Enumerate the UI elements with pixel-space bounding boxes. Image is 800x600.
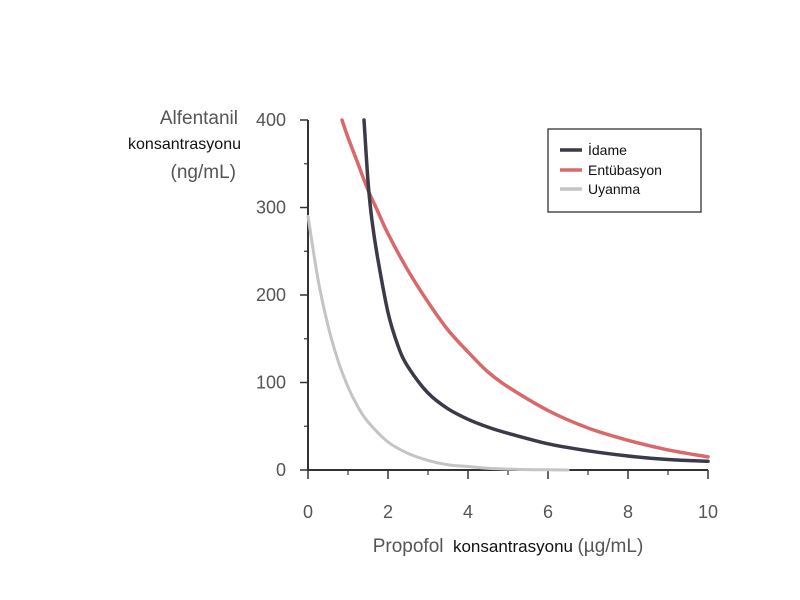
x-axis-label: Propofol konsantrasyonu (µg/mL) bbox=[373, 536, 644, 557]
x-tick-label: 2 bbox=[383, 502, 393, 522]
legend: İdame Entübasyon Uyanma bbox=[547, 128, 702, 213]
x-tick-label: 10 bbox=[698, 502, 718, 522]
y-tick-label: 100 bbox=[256, 373, 286, 393]
legend-label-idame: İdame bbox=[588, 141, 627, 158]
x-axis-label-part-3: (µg/mL) bbox=[577, 536, 643, 557]
y-tick-label: 400 bbox=[256, 110, 286, 130]
y-axis-label-line-1: Alfentanil bbox=[160, 108, 238, 129]
series-line-entubasyon bbox=[340, 118, 710, 459]
x-axis-label-part-2: konsantrasyonu bbox=[453, 537, 573, 556]
ticks: 0 100 200 300 400 0 2 4 6 8 10 bbox=[256, 110, 718, 522]
x-tick-label: 0 bbox=[303, 502, 313, 522]
legend-label-entubasyon: Entübasyon bbox=[588, 162, 662, 178]
y-tick-label: 300 bbox=[256, 198, 286, 218]
x-tick-label: 4 bbox=[463, 502, 473, 522]
series-line-idame bbox=[362, 118, 710, 464]
legend-box bbox=[547, 128, 702, 213]
y-tick-label: 200 bbox=[256, 285, 286, 305]
legend-label-uyanma: Uyanma bbox=[588, 181, 640, 197]
y-tick-label: 0 bbox=[276, 460, 286, 480]
y-axis-label-line-2: konsantrasyonu bbox=[128, 136, 241, 153]
x-tick-label: 8 bbox=[623, 502, 633, 522]
series-group bbox=[306, 118, 710, 472]
x-tick-label: 6 bbox=[543, 502, 553, 522]
series-line-uyanma bbox=[306, 214, 570, 472]
x-axis-label-part-1: Propofol bbox=[373, 536, 444, 557]
y-axis-label-line-3: (ng/mL) bbox=[171, 162, 236, 183]
